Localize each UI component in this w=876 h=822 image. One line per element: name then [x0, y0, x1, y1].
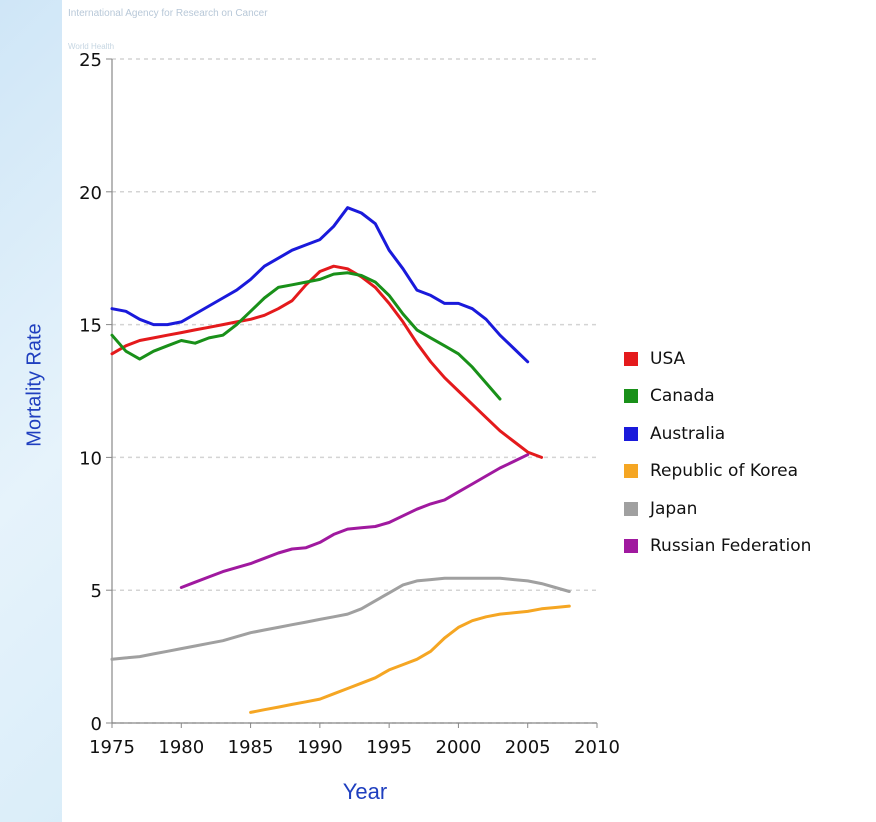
- series-line-japan: [110, 576, 571, 661]
- legend-swatch-japan: [624, 501, 638, 516]
- legend-item-japan: Japan: [624, 490, 811, 528]
- x-tick-label-1980: 1980: [158, 737, 204, 758]
- series-line-usa: [110, 264, 544, 459]
- legend-label-australia: Australia: [650, 423, 726, 444]
- series-line-canada: [110, 271, 502, 401]
- series-lines: [110, 206, 571, 714]
- x-tick-label-1995: 1995: [366, 737, 412, 758]
- grid-lines: [112, 58, 597, 724]
- x-tick-label-2005: 2005: [505, 737, 551, 758]
- y-tick-label-0: 0: [91, 714, 102, 735]
- legend-item-republic-of-korea: Republic of Korea: [624, 453, 811, 491]
- legend-label-republic-of-korea: Republic of Korea: [650, 461, 799, 482]
- x-tick-label-1990: 1990: [297, 737, 343, 758]
- x-tick-label-2010: 2010: [574, 737, 620, 758]
- watermark-text: International Agency for Research on Can…: [68, 8, 268, 19]
- y-tick-label-20: 20: [79, 183, 102, 204]
- y-tick-label-15: 15: [79, 316, 102, 337]
- x-tick-label-1975: 1975: [89, 737, 135, 758]
- series-line-australia: [110, 206, 530, 364]
- legend-item-canada: Canada: [624, 378, 811, 416]
- legend-swatch-usa: [624, 351, 638, 366]
- x-tick-label-2000: 2000: [436, 737, 482, 758]
- watermark-text-2: World Health: [68, 42, 115, 51]
- legend-swatch-republic-of-korea: [624, 464, 638, 479]
- tick-labels: 0 5 10 15 20 25 1975 1980 1985 1990 1995 2000 2005 20…: [79, 50, 620, 758]
- series-line-russian-federation: [179, 453, 530, 589]
- x-axis-title: Year: [342, 779, 388, 804]
- legend-item-australia: Australia: [624, 415, 811, 453]
- y-tick-label-10: 10: [79, 448, 102, 469]
- legend: USA Canada Australia Republic of Korea Japan…: [624, 340, 811, 565]
- series-line-republic-of-korea: [249, 604, 571, 714]
- legend-swatch-canada: [624, 389, 638, 404]
- y-axis-title: Mortality Rate: [23, 323, 46, 447]
- legend-label-russian-federation: Russian Federation: [650, 536, 812, 557]
- legend-label-usa: USA: [650, 348, 686, 369]
- legend-label-canada: Canada: [650, 386, 715, 407]
- y-tick-label-25: 25: [79, 50, 102, 71]
- legend-swatch-russian-federation: [624, 539, 638, 554]
- legend-swatch-australia: [624, 426, 638, 441]
- legend-label-japan: Japan: [650, 498, 698, 519]
- x-tick-label-1985: 1985: [228, 737, 274, 758]
- legend-item-russian-federation: Russian Federation: [624, 528, 811, 566]
- chart-panel: [62, 0, 876, 822]
- y-tick-label-5: 5: [91, 581, 102, 602]
- axes: [106, 58, 598, 728]
- legend-item-usa: USA: [624, 340, 811, 378]
